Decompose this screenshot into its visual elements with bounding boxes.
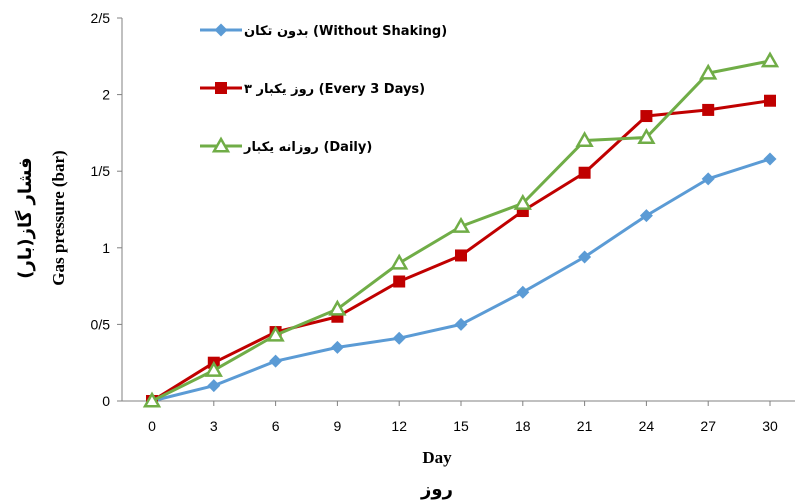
data-point-without-shaking <box>701 172 715 186</box>
y-tick-label: 2 <box>102 87 110 103</box>
data-point-every-3-days <box>455 249 467 262</box>
legend-item-every-3-days: ۳ روز یکبار (Every 3 Days) <box>200 82 425 97</box>
y-tick-label: 0/5 <box>91 316 111 332</box>
x-tick-label: 18 <box>515 418 531 434</box>
x-tick-label: 6 <box>272 418 280 434</box>
series-daily <box>142 51 780 408</box>
legend-label-without-shaking: بدون تکان (Without Shaking) <box>244 24 447 39</box>
data-point-without-shaking <box>330 340 344 354</box>
legend-marker-daily <box>211 136 231 153</box>
x-tick-label: 30 <box>762 418 778 434</box>
data-point-daily <box>513 193 532 210</box>
data-point-daily <box>451 216 471 233</box>
data-point-without-shaking <box>639 209 653 223</box>
data-point-without-shaking <box>763 152 777 166</box>
data-point-daily <box>266 325 285 342</box>
data-point-daily <box>760 51 780 68</box>
x-tick-label: 9 <box>334 418 342 434</box>
data-point-without-shaking <box>392 331 406 345</box>
data-point-every-3-days <box>640 110 653 123</box>
data-point-without-shaking <box>454 317 468 331</box>
series-every-3-days <box>146 94 776 407</box>
y-tick-label: 1 <box>102 240 110 256</box>
data-point-every-3-days <box>702 103 715 116</box>
data-point-daily <box>204 360 223 377</box>
y-tick-label: 2/5 <box>91 10 111 26</box>
series-line-without-shaking <box>151 157 771 403</box>
data-point-every-3-days <box>393 275 406 288</box>
data-point-daily <box>142 391 162 408</box>
x-tick-label: 12 <box>391 418 407 434</box>
x-tick-label: 3 <box>210 418 218 434</box>
x-axis-title: Day <box>422 448 452 467</box>
legend-label-every-3-days: ۳ روز یکبار (Every 3 Days) <box>244 82 425 97</box>
x-tick-label: 27 <box>700 418 716 434</box>
legend-marker-without-shaking <box>214 23 228 37</box>
data-point-daily <box>699 63 718 80</box>
x-tick-label: 24 <box>639 418 655 434</box>
legend-marker-every-3-days <box>215 82 227 94</box>
legend-item-without-shaking: بدون تکان (Without Shaking) <box>200 23 447 39</box>
legend-item-daily: روزانه یکبار (Daily) <box>200 136 372 155</box>
data-point-daily <box>328 299 347 316</box>
y-tick-label: 1/5 <box>91 163 111 179</box>
data-point-daily <box>390 253 409 270</box>
data-point-daily <box>575 131 594 148</box>
y-tick-label: 0 <box>102 393 110 409</box>
series-layer <box>142 51 780 408</box>
legend: بدون تکان (Without Shaking) ۳ روز یکبار (… <box>200 23 447 155</box>
y-axis-title: Gas pressure (bar) <box>49 150 68 285</box>
data-point-without-shaking <box>516 285 530 299</box>
x-axis-title-persian: روز <box>420 479 453 500</box>
legend-label-daily: روزانه یکبار (Daily) <box>243 140 372 155</box>
data-point-daily <box>637 127 656 144</box>
x-tick-label: 21 <box>577 418 593 434</box>
x-tick-label: 0 <box>148 418 156 434</box>
data-point-every-3-days <box>764 94 776 107</box>
data-point-without-shaking <box>269 354 283 368</box>
x-tick-label: 15 <box>453 418 469 434</box>
data-point-without-shaking <box>207 379 221 393</box>
data-point-every-3-days <box>578 166 591 179</box>
y-axis-title-persian: فشار گاز(بار) <box>14 157 36 278</box>
axes: 0 0/5 1 1/5 2 2/5 0 3 6 9 12 15 18 21 24 27 30 <box>91 10 795 434</box>
series-without-shaking <box>145 152 777 408</box>
data-point-without-shaking <box>578 250 592 264</box>
